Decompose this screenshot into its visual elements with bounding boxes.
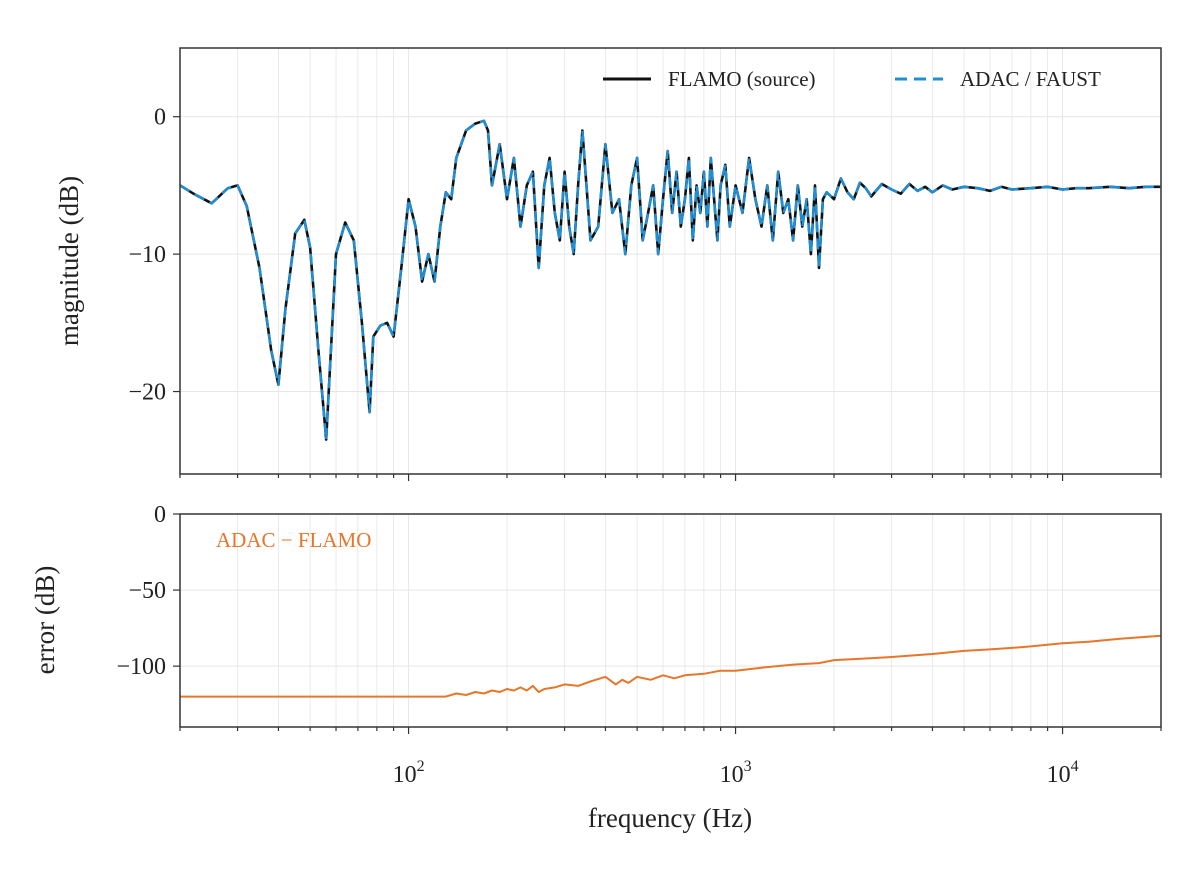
bottom-y-axis-title: error (dB) xyxy=(30,566,60,675)
bottom-xtick-labels: 102 103 104 xyxy=(393,758,1079,788)
bottom-lines xyxy=(180,634,1161,698)
top-ytick-labels: 0 −10 −20 xyxy=(128,105,166,406)
y-tick-label: −100 xyxy=(116,654,166,680)
legend: FLAMO (source) ADAC / FAUST xyxy=(603,67,1101,91)
top-frame xyxy=(179,47,1162,475)
x-tick-label: 104 xyxy=(1047,758,1079,788)
y-tick-label: 0 xyxy=(154,502,166,528)
series-adac-faust-line xyxy=(180,119,1161,441)
x-tick-label: 103 xyxy=(720,758,752,788)
top-lines xyxy=(180,119,1161,441)
series-error-line xyxy=(180,634,1161,698)
x-axis-title: frequency (Hz) xyxy=(588,803,752,833)
y-tick-label: −20 xyxy=(128,380,166,406)
top-ticks xyxy=(173,116,1162,481)
y-tick-label: 0 xyxy=(154,105,166,131)
bottom-frame xyxy=(179,513,1162,728)
x-tick-label: 102 xyxy=(393,758,425,788)
bottom-ticks xyxy=(173,513,1162,734)
bottom-panel: 0 −50 −100 102 103 104 error (dB) frequency … xyxy=(30,502,1162,833)
bottom-ytick-labels: 0 −50 −100 xyxy=(116,502,166,680)
legend-label-source: FLAMO (source) xyxy=(668,67,816,91)
top-y-axis-title: magnitude (dB) xyxy=(54,176,84,346)
top-grid xyxy=(179,48,1162,474)
error-annotation: ADAC − FLAMO xyxy=(216,528,371,552)
top-panel: 0 −10 −20 magnitude (dB) FLAMO (source) AD… xyxy=(54,47,1162,481)
y-tick-label: −10 xyxy=(128,242,166,268)
y-tick-label: −50 xyxy=(128,578,166,604)
legend-label-adac: ADAC / FAUST xyxy=(960,67,1101,91)
